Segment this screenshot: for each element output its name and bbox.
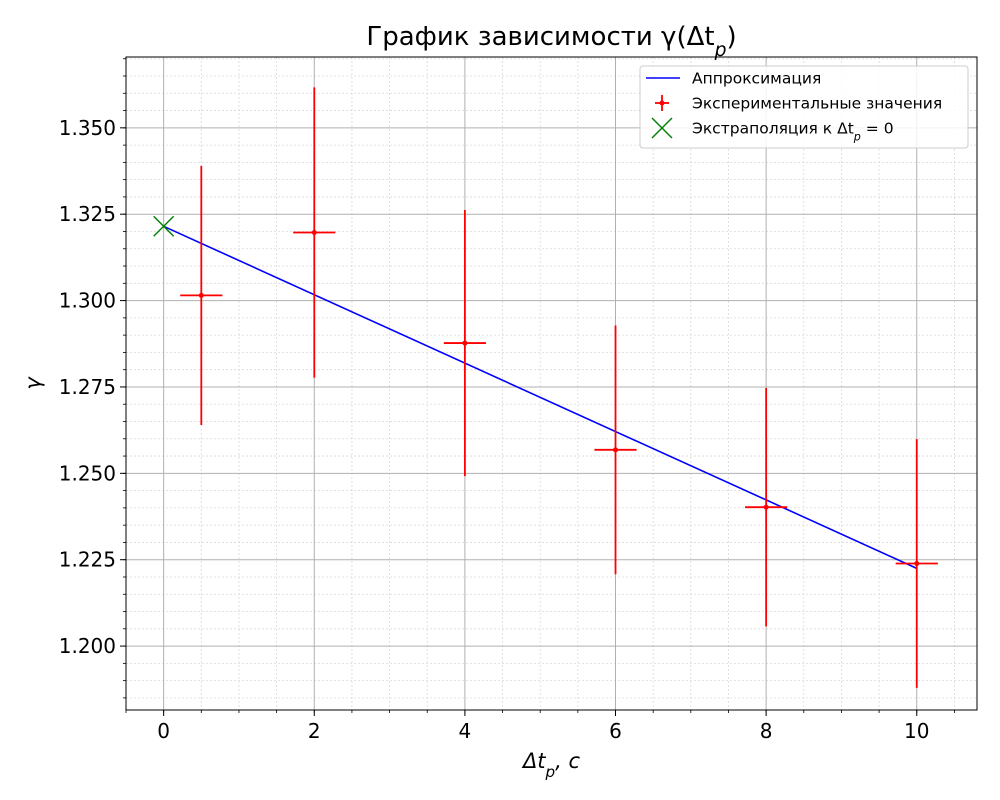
data-point — [745, 387, 788, 627]
data-point — [895, 439, 938, 688]
data-point-marker — [462, 340, 468, 346]
x-tick-label: 4 — [459, 719, 472, 743]
data-point — [443, 210, 486, 477]
y-tick-label: 1.250 — [59, 461, 116, 485]
x-tick-label: 0 — [157, 719, 170, 743]
data-point-marker — [763, 504, 769, 510]
legend-item: Экспериментальные значения — [655, 95, 942, 113]
legend-marker-swatch — [651, 117, 673, 139]
plot-frame — [125, 56, 978, 711]
y-tick-label: 1.325 — [59, 202, 116, 226]
chart-title: График зависимости γ(Δtp) — [366, 22, 736, 61]
extrapolation-marker — [153, 215, 175, 237]
y-axis-label: γ — [21, 376, 45, 390]
axis-labels: График зависимости γ(Δtp) Δtp, c γ — [21, 22, 737, 781]
x-tick-label: 2 — [308, 719, 321, 743]
y-tick-label: 1.300 — [59, 289, 116, 313]
legend-label: Экстраполяция к Δtp = 0 — [692, 120, 894, 144]
data-point — [180, 165, 223, 425]
y-tick-label: 1.275 — [59, 375, 116, 399]
data-point — [594, 325, 637, 575]
legend-item: Экстраполяция к Δtp = 0 — [651, 117, 894, 144]
extrapolation-marker-stroke — [153, 215, 175, 237]
data-point-marker — [311, 230, 317, 236]
data-point-marker — [198, 292, 204, 298]
y-tick-label: 1.225 — [59, 548, 116, 572]
data-point-marker — [613, 447, 619, 453]
y-tick-label: 1.200 — [59, 634, 116, 658]
y-tick-label: 1.350 — [59, 116, 116, 140]
legend: Аппроксимация Экспериментальные значения Э… — [639, 65, 969, 149]
legend-item: Аппроксимация — [646, 70, 821, 88]
x-tick-label: 6 — [609, 719, 622, 743]
approximation-line — [163, 225, 918, 570]
legend-label: Экспериментальные значения — [692, 95, 942, 113]
minor-grid — [125, 57, 977, 710]
major-grid — [126, 57, 977, 710]
x-tick-label: 10 — [904, 719, 929, 743]
x-tick-label: 8 — [760, 719, 773, 743]
x-axis-label: Δtp, c — [521, 749, 581, 781]
legend-box — [639, 65, 969, 149]
axis-ticks: 0 2 4 6 8 10 1.200 1.225 1.250 1.275 1.300 1.325 1.3… — [59, 58, 955, 743]
data-point-marker — [914, 561, 920, 567]
data-point — [293, 87, 336, 378]
plot-series — [153, 87, 938, 688]
legend-label: Аппроксимация — [692, 70, 821, 88]
legend-point-swatch — [659, 100, 665, 106]
